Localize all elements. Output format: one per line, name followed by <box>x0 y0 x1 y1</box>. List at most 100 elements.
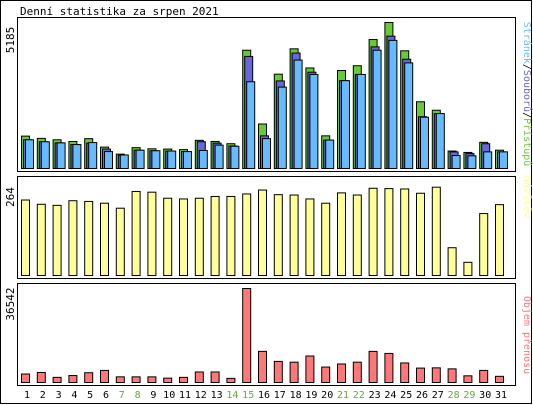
visits-panel-frame <box>17 176 516 279</box>
bar-hits-stranky-day-16 <box>262 138 271 169</box>
x-tick-label-day-20: 20 <box>321 390 333 401</box>
bar-visits-navstevy-day-20 <box>321 202 331 276</box>
x-tick-label-day-19: 19 <box>305 390 317 401</box>
bar-hits-stranky-day-10 <box>167 150 177 169</box>
x-tick-label-day-14: 14 <box>226 390 238 401</box>
bar-hits-stranky-day-15 <box>246 81 256 169</box>
bar-hits-stranky-day-11 <box>183 151 192 170</box>
bar-volume-objem-day-16 <box>258 350 267 384</box>
bar-hits-stranky-day-18 <box>293 59 303 170</box>
x-tick-label-day-16: 16 <box>258 390 270 401</box>
bar-visits-navstevy-day-19 <box>305 198 315 277</box>
x-tick-label-day-31: 31 <box>495 390 507 401</box>
bar-visits-navstevy-day-10 <box>163 197 173 276</box>
bar-volume-objem-day-22 <box>352 361 362 384</box>
bar-visits-navstevy-day-17 <box>273 194 283 276</box>
bar-volume-objem-day-11 <box>179 376 188 383</box>
bar-volume-objem-day-18 <box>289 361 299 384</box>
bar-visits-navstevy-day-3 <box>52 204 62 276</box>
hits-legend-item-3: / <box>521 112 532 118</box>
x-tick-label-day-3: 3 <box>56 390 62 401</box>
bar-hits-stranky-day-14 <box>230 145 240 170</box>
bar-volume-objem-day-8 <box>131 376 141 384</box>
bar-hits-stranky-day-17 <box>277 86 287 169</box>
bar-volume-objem-day-7 <box>115 376 125 384</box>
bar-volume-objem-day-17 <box>273 360 283 383</box>
bar-visits-navstevy-day-15 <box>242 193 252 277</box>
bar-visits-navstevy-day-7 <box>115 207 125 276</box>
visits-legend: Návštěv <box>521 176 533 218</box>
bar-visits-navstevy-day-8 <box>131 190 141 276</box>
bar-volume-objem-day-19 <box>305 355 315 383</box>
x-tick-label-day-24: 24 <box>384 390 396 401</box>
x-tick-label-day-15: 15 <box>242 390 254 401</box>
bar-hits-stranky-day-25 <box>404 62 414 169</box>
bar-volume-objem-day-10 <box>163 377 173 384</box>
visits-ymax-label: 264 <box>4 187 17 207</box>
volume-ymax-label: 36542 <box>4 287 17 320</box>
bar-hits-stranky-day-20 <box>325 139 335 170</box>
bar-volume-objem-day-20 <box>321 366 331 383</box>
bar-visits-navstevy-day-1 <box>21 199 30 276</box>
volume-legend: Objem přenosu <box>521 296 533 374</box>
x-tick-label-day-4: 4 <box>71 390 77 401</box>
bar-visits-navstevy-day-2 <box>36 203 46 276</box>
bar-hits-stranky-day-6 <box>104 151 113 170</box>
bar-volume-objem-day-27 <box>431 367 441 384</box>
bar-hits-stranky-day-1 <box>25 139 34 169</box>
hits-legend: Stránek/Souborů/Přístupů <box>521 22 533 167</box>
bar-hits-stranky-day-8 <box>135 149 145 170</box>
bar-hits-stranky-day-28 <box>451 155 461 170</box>
x-tick-label-day-13: 13 <box>211 390 223 401</box>
x-tick-label-day-7: 7 <box>119 390 125 401</box>
bar-hits-stranky-day-13 <box>214 144 224 170</box>
visits-bars <box>21 186 504 277</box>
x-tick-label-day-8: 8 <box>135 390 141 401</box>
x-tick-label-day-1: 1 <box>24 390 30 401</box>
x-tick-label-day-30: 30 <box>479 390 491 401</box>
x-tick-label-day-10: 10 <box>163 390 175 401</box>
bar-volume-objem-day-6 <box>100 369 109 383</box>
bar-volume-objem-day-1 <box>21 373 30 384</box>
bar-volume-objem-day-29 <box>463 375 473 383</box>
x-axis-labels: 1 2 3 4 5 6 7 8 9 10 11 12 13 14 15 16 17 18 19 20 21 22 23 24 2… <box>24 390 507 401</box>
x-tick-label-day-6: 6 <box>103 390 109 401</box>
bar-volume-objem-day-9 <box>147 376 157 384</box>
chart-title: Denní statistika za srpen 2021 <box>20 5 219 18</box>
hits-panel-frame <box>17 17 516 172</box>
bar-visits-navstevy-day-14 <box>226 195 236 276</box>
bar-volume-objem-day-3 <box>52 376 62 383</box>
x-tick-label-day-18: 18 <box>290 390 302 401</box>
bar-visits-navstevy-day-16 <box>258 189 267 276</box>
bar-visits-navstevy-day-5 <box>84 200 94 276</box>
bar-visits-navstevy-day-9 <box>147 191 157 277</box>
bar-hits-stranky-day-27 <box>435 113 445 170</box>
bar-hits-stranky-day-22 <box>356 73 366 169</box>
bar-visits-navstevy-day-11 <box>179 198 188 277</box>
x-tick-label-day-29: 29 <box>463 390 475 401</box>
volume-bars <box>21 288 504 384</box>
bar-volume-objem-day-4 <box>68 375 78 383</box>
bar-hits-stranky-day-21 <box>341 80 350 169</box>
bar-volume-objem-day-12 <box>194 371 204 383</box>
bar-hits-stranky-day-29 <box>467 155 477 169</box>
bar-hits-stranky-day-3 <box>56 142 66 169</box>
x-tick-label-day-11: 11 <box>179 390 191 401</box>
bar-volume-objem-day-24 <box>384 352 394 383</box>
bar-hits-stranky-day-12 <box>198 149 208 170</box>
bar-volume-objem-day-2 <box>36 371 46 384</box>
bar-hits-stranky-day-30 <box>483 151 493 169</box>
x-tick-label-day-17: 17 <box>274 390 286 401</box>
bar-hits-stranky-day-4 <box>72 144 82 169</box>
volume-panel-frame <box>17 283 516 386</box>
bar-hits-stranky-day-31 <box>499 151 508 169</box>
bar-hits-stranky-day-9 <box>151 150 161 169</box>
x-tick-label-day-23: 23 <box>369 390 381 401</box>
bar-visits-navstevy-day-26 <box>416 192 425 276</box>
hits-bars <box>21 22 508 170</box>
bar-hits-stranky-day-7 <box>119 154 129 169</box>
x-tick-label-day-2: 2 <box>40 390 46 401</box>
bar-visits-navstevy-day-22 <box>352 194 362 276</box>
bar-visits-navstevy-day-21 <box>337 192 346 276</box>
